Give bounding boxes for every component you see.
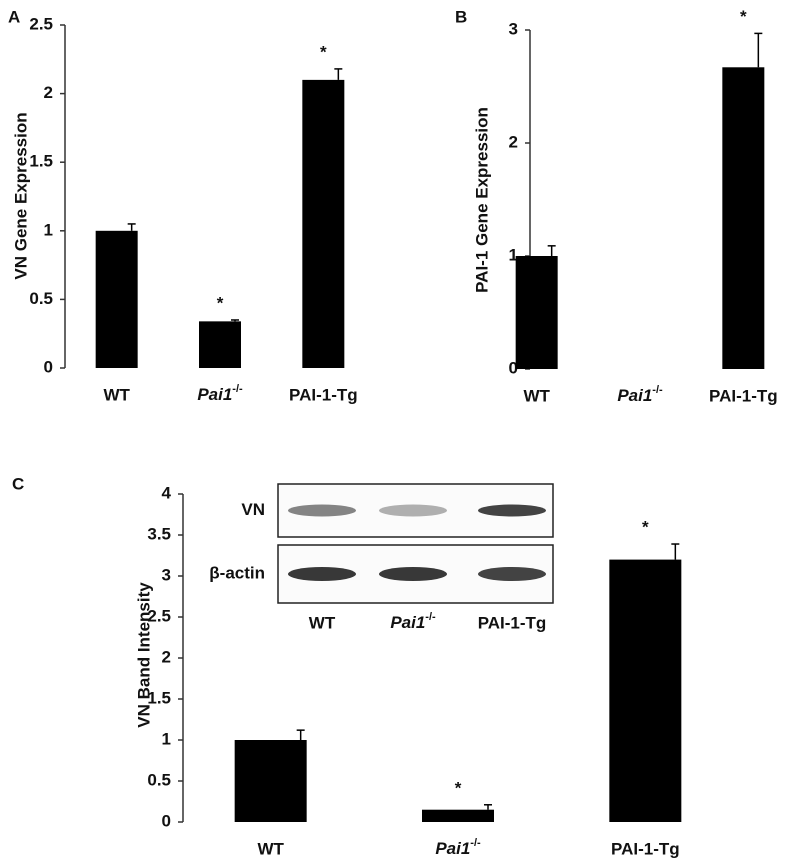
blot-band [288, 504, 356, 517]
y-tick-label: 2 [162, 647, 171, 666]
significance-mark: * [455, 778, 462, 797]
y-tick-label: 0.5 [29, 289, 53, 308]
significance-mark: * [320, 42, 327, 61]
panel-label: B [455, 7, 467, 26]
bar [609, 559, 682, 822]
y-tick-label: 1.5 [29, 152, 53, 171]
x-tick-label: Pai1-/- [435, 837, 481, 859]
y-tick-label: 2 [509, 132, 518, 151]
significance-mark: * [740, 7, 747, 26]
y-tick-label: 2.5 [29, 14, 53, 33]
blot-lane-label: PAI-1-Tg [478, 613, 547, 632]
y-tick-label: 0 [509, 358, 518, 377]
panel-label: C [12, 474, 24, 493]
y-tick-label: 1 [509, 245, 518, 264]
blot-band [379, 567, 447, 581]
blot-row-label: VN [241, 500, 265, 519]
y-tick-label: 4 [162, 483, 172, 502]
bar [234, 740, 307, 822]
panel-label: A [8, 7, 20, 26]
blot-lane-label: WT [309, 613, 336, 632]
error-bar [484, 804, 492, 810]
y-tick-label: 1 [44, 220, 53, 239]
y-axis-label: VN Gene Expression [11, 112, 30, 279]
y-tick-label: 3.5 [147, 524, 171, 543]
y-axis-label: PAI-1 Gene Expression [472, 107, 491, 293]
x-tick-label: Pai1-/- [197, 383, 243, 405]
blot-band [478, 567, 546, 581]
bar [515, 256, 558, 369]
blot-band [379, 504, 447, 517]
y-tick-label: 1.5 [147, 688, 171, 707]
x-tick-label: PAI-1-Tg [289, 385, 358, 404]
bar [722, 67, 765, 369]
error-bar [296, 729, 305, 740]
y-tick-label: 0.5 [147, 770, 171, 789]
y-tick-label: 3 [509, 19, 518, 38]
y-tick-label: 0 [162, 811, 171, 830]
bar [422, 809, 494, 822]
significance-mark: * [642, 518, 649, 537]
blot-band [478, 504, 546, 517]
error-bar [231, 319, 239, 322]
error-bar [671, 543, 680, 560]
blot-lane-label: Pai1-/- [390, 611, 436, 633]
bar [95, 230, 138, 368]
error-bar [127, 223, 136, 231]
bar [302, 79, 345, 368]
error-bar [334, 68, 343, 80]
y-tick-label: 0 [44, 357, 53, 376]
blot-band [288, 567, 356, 581]
x-tick-label: WT [103, 385, 130, 404]
x-tick-label: WT [257, 839, 284, 858]
y-tick-label: 1 [162, 729, 171, 748]
x-tick-label: PAI-1-Tg [709, 386, 778, 405]
x-tick-label: WT [523, 386, 550, 405]
y-tick-label: 2 [44, 83, 53, 102]
significance-mark: * [217, 293, 224, 312]
error-bar [547, 245, 556, 256]
y-tick-label: 2.5 [147, 606, 171, 625]
y-tick-label: 3 [162, 565, 171, 584]
x-tick-label: Pai1-/- [617, 384, 663, 406]
blot-row-label: β-actin [209, 563, 265, 582]
error-bar [754, 32, 763, 68]
bar [199, 321, 241, 368]
y-axis-label: VN Band Intensity [134, 582, 153, 728]
x-tick-label: PAI-1-Tg [611, 839, 680, 858]
